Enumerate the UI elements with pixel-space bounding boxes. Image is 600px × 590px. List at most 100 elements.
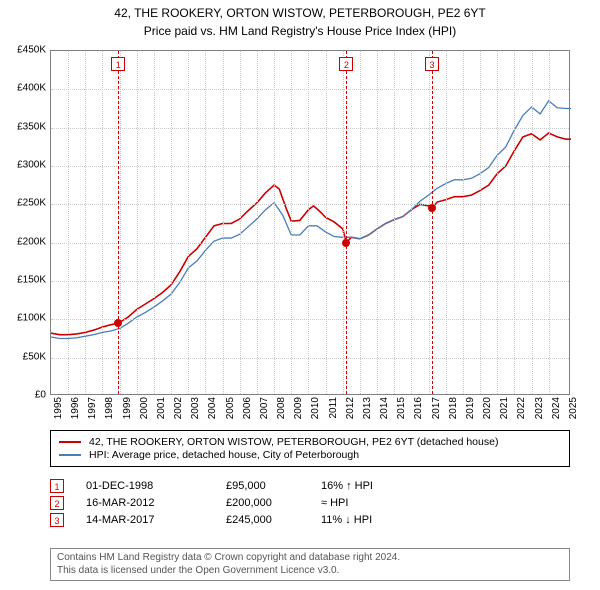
marker-line	[432, 51, 433, 394]
x-axis-label: 2024	[551, 397, 562, 419]
grid-line-h	[51, 281, 569, 282]
grid-line-v	[205, 51, 206, 394]
legend: 42, THE ROOKERY, ORTON WISTOW, PETERBORO…	[50, 430, 570, 467]
grid-line-v	[411, 51, 412, 394]
y-axis-label: £50K	[2, 351, 46, 362]
sales-row: 1 01-DEC-1998 £95,000 16% ↑ HPI	[50, 479, 421, 493]
y-axis-label: £400K	[2, 83, 46, 94]
sale-marker-icon: 3	[50, 513, 64, 527]
sales-row: 2 16-MAR-2012 £200,000 ≈ HPI	[50, 496, 421, 510]
x-axis-label: 2009	[293, 397, 304, 419]
x-axis-label: 1998	[104, 397, 115, 419]
grid-line-v	[446, 51, 447, 394]
grid-line-h	[51, 128, 569, 129]
y-axis-label: £250K	[2, 198, 46, 209]
grid-line-h	[51, 319, 569, 320]
grid-line-v	[326, 51, 327, 394]
marker-box-icon: 1	[111, 57, 125, 71]
grid-line-v	[394, 51, 395, 394]
sale-diff: ≈ HPI	[321, 497, 421, 509]
x-axis-label: 2012	[345, 397, 356, 419]
x-axis-label: 2007	[259, 397, 270, 419]
marker-point-icon	[342, 239, 350, 247]
x-axis-label: 1995	[53, 397, 64, 419]
x-axis-label: 2019	[465, 397, 476, 419]
x-axis-label: 2018	[448, 397, 459, 419]
y-axis-label: £200K	[2, 236, 46, 247]
x-axis-label: 1999	[122, 397, 133, 419]
sales-row: 3 14-MAR-2017 £245,000 11% ↓ HPI	[50, 513, 421, 527]
x-axis-label: 2020	[482, 397, 493, 419]
series-line-property	[51, 133, 571, 335]
x-axis-label: 1996	[70, 397, 81, 419]
grid-line-v	[257, 51, 258, 394]
sale-date: 16-MAR-2012	[86, 497, 226, 509]
x-axis-label: 2006	[242, 397, 253, 419]
y-axis-label: £0	[2, 390, 46, 401]
grid-line-v	[377, 51, 378, 394]
grid-line-v	[291, 51, 292, 394]
x-axis-label: 2022	[516, 397, 527, 419]
marker-box-icon: 2	[339, 57, 353, 71]
grid-line-v	[497, 51, 498, 394]
marker-line	[118, 51, 119, 394]
x-axis-label: 2005	[225, 397, 236, 419]
x-axis-label: 2021	[499, 397, 510, 419]
sale-date: 01-DEC-1998	[86, 480, 226, 492]
grid-line-v	[85, 51, 86, 394]
x-axis-label: 2017	[431, 397, 442, 419]
grid-line-v	[102, 51, 103, 394]
x-axis-label: 2004	[207, 397, 218, 419]
y-axis-label: £150K	[2, 275, 46, 286]
legend-swatch-hpi	[59, 454, 81, 456]
grid-line-v	[480, 51, 481, 394]
grid-line-v	[171, 51, 172, 394]
x-axis-label: 2023	[534, 397, 545, 419]
chart-subtitle: Price paid vs. HM Land Registry's House …	[0, 22, 600, 40]
sale-price: £245,000	[226, 514, 321, 526]
x-axis-label: 2003	[190, 397, 201, 419]
y-axis-label: £100K	[2, 313, 46, 324]
legend-item-property: 42, THE ROOKERY, ORTON WISTOW, PETERBORO…	[59, 436, 561, 448]
chart-title: 42, THE ROOKERY, ORTON WISTOW, PETERBORO…	[0, 0, 600, 22]
marker-point-icon	[114, 319, 122, 327]
legend-label-property: 42, THE ROOKERY, ORTON WISTOW, PETERBORO…	[89, 436, 498, 448]
x-axis-label: 2016	[413, 397, 424, 419]
chart-container: 42, THE ROOKERY, ORTON WISTOW, PETERBORO…	[0, 0, 600, 590]
grid-line-v	[240, 51, 241, 394]
grid-line-v	[360, 51, 361, 394]
grid-line-v	[154, 51, 155, 394]
series-line-hpi	[51, 101, 571, 339]
x-axis-label: 2000	[139, 397, 150, 419]
marker-point-icon	[428, 204, 436, 212]
grid-line-v	[223, 51, 224, 394]
grid-line-v	[120, 51, 121, 394]
legend-item-hpi: HPI: Average price, detached house, City…	[59, 449, 561, 461]
sale-diff: 16% ↑ HPI	[321, 480, 421, 492]
sale-price: £95,000	[226, 480, 321, 492]
grid-line-h	[51, 204, 569, 205]
grid-line-v	[308, 51, 309, 394]
grid-line-v	[343, 51, 344, 394]
x-axis-label: 2014	[379, 397, 390, 419]
grid-line-h	[51, 358, 569, 359]
marker-box-icon: 3	[425, 57, 439, 71]
grid-line-v	[274, 51, 275, 394]
y-axis-label: £300K	[2, 160, 46, 171]
grid-line-v	[137, 51, 138, 394]
grid-line-v	[514, 51, 515, 394]
grid-line-h	[51, 243, 569, 244]
grid-line-v	[549, 51, 550, 394]
plot-area: 123 £0£50K£100K£150K£200K£250K£300K£350K…	[50, 50, 570, 395]
legend-label-hpi: HPI: Average price, detached house, City…	[89, 449, 359, 461]
x-axis-label: 2008	[276, 397, 287, 419]
footer-line-1: Contains HM Land Registry data © Crown c…	[57, 552, 563, 565]
grid-line-h	[51, 166, 569, 167]
sale-price: £200,000	[226, 497, 321, 509]
y-axis-label: £450K	[2, 45, 46, 56]
x-axis-label: 1997	[87, 397, 98, 419]
x-axis-label: 2010	[310, 397, 321, 419]
sale-diff: 11% ↓ HPI	[321, 514, 421, 526]
x-axis-label: 2015	[396, 397, 407, 419]
grid-line-v	[429, 51, 430, 394]
